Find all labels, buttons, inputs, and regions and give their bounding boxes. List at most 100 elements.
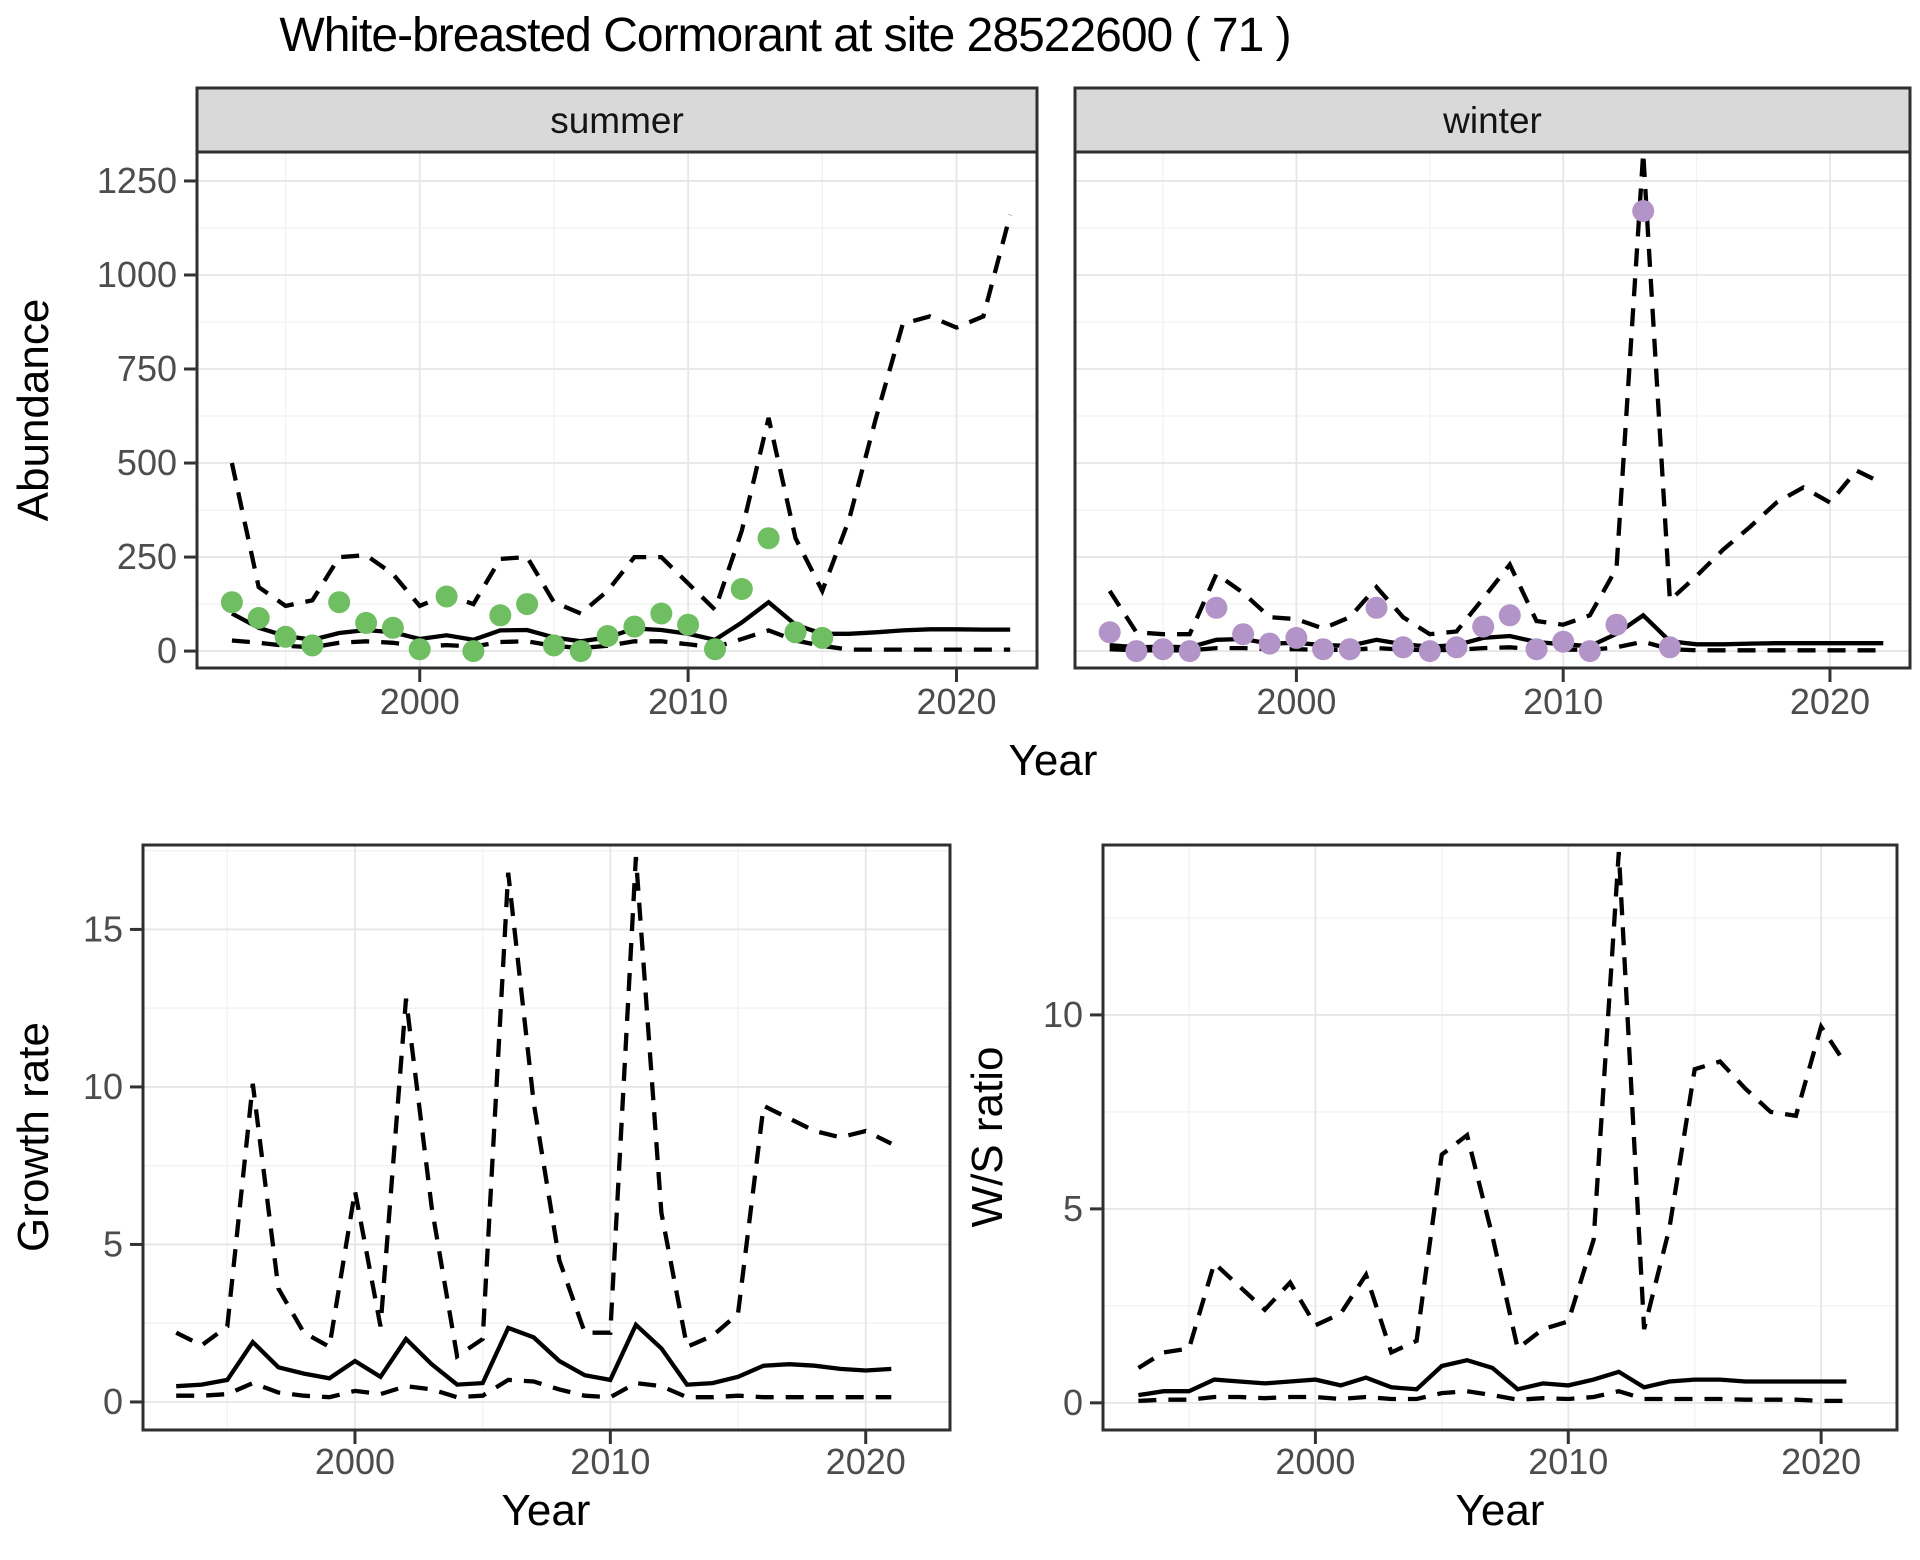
- abundance-summer-observation-point: [811, 626, 834, 649]
- y-tick-label: 500: [117, 442, 177, 483]
- x-tick-label: 2000: [380, 681, 460, 722]
- x-tick-label: 2020: [1781, 1441, 1861, 1482]
- y-tick-label: 0: [1063, 1382, 1083, 1423]
- panel-ws-ratio: 2000 2010 2020 0 5 10: [1043, 843, 1899, 1482]
- abundance-summer-observation-point: [462, 640, 485, 663]
- abundance-summer-observation-point: [677, 613, 700, 636]
- panel-background: [1103, 845, 1897, 1430]
- abundance-winter-observation-point: [1605, 613, 1628, 636]
- abundance-winter-observation-point: [1578, 640, 1601, 663]
- abundance-winter-observation-point: [1392, 636, 1415, 659]
- panel-background: [143, 845, 950, 1430]
- chart-title: White-breasted Cormorant at site 2852260…: [279, 9, 1291, 62]
- y-tick-label: 1250: [97, 160, 177, 201]
- y-axis-title-growth-rate: Growth rate: [9, 1022, 58, 1252]
- ws-ratio-upper-credible-line: [1137, 851, 1849, 1370]
- facet-strip: [1073, 86, 1912, 154]
- panel-abundance-winter: 2000 2010 2020 winter: [1073, 86, 1912, 722]
- x-tick-label: 2010: [1523, 681, 1603, 722]
- x-axis-title-year-top: Year: [1009, 736, 1098, 785]
- abundance-winter-upper-credible-line: [1107, 152, 1885, 637]
- facet-strip-label-winter: winter: [1442, 100, 1542, 141]
- abundance-summer-observation-point: [623, 615, 646, 638]
- abundance-winter-observation-point: [1178, 640, 1201, 663]
- panel-abundance-summer: 2000 2010 2020 0 250 500 750 1000 1250 summer: [97, 86, 1039, 722]
- abundance-winter-observation-point: [1472, 615, 1495, 638]
- abundance-winter-observation-point: [1098, 621, 1121, 644]
- facet-strip: [195, 86, 1039, 154]
- abundance-summer-observation-point: [784, 621, 807, 644]
- y-axis-title-ws-ratio: W/S ratio: [963, 1047, 1012, 1228]
- abundance-winter-observation-point: [1125, 640, 1148, 663]
- panel-growth-rate: 2000 2010 2020 0 5 10 15: [83, 843, 952, 1482]
- panel-background: [197, 152, 1037, 668]
- x-tick-label: 2000: [1256, 681, 1336, 722]
- abundance-summer-observation-point: [274, 625, 297, 648]
- x-tick-label: 2020: [826, 1441, 906, 1482]
- abundance-winter-observation-point: [1365, 596, 1388, 619]
- panel-border: [141, 843, 952, 1432]
- x-tick-label: 2000: [1275, 1441, 1355, 1482]
- x-tick-label: 2000: [315, 1441, 395, 1482]
- abundance-winter-observation-point: [1338, 638, 1361, 661]
- y-tick-label: 0: [157, 630, 177, 671]
- abundance-winter-observation-point: [1152, 638, 1174, 661]
- y-tick-label: 15: [83, 908, 123, 949]
- abundance-winter-observation-point: [1498, 604, 1521, 627]
- growth-rate-median-line: [176, 1321, 892, 1389]
- abundance-winter-observation-point: [1258, 632, 1281, 655]
- x-tick-label: 2020: [916, 681, 996, 722]
- abundance-winter-observation-point: [1445, 636, 1468, 659]
- x-axis-title-year-growth: Year: [502, 1486, 591, 1535]
- abundance-winter-observation-point: [1525, 638, 1548, 661]
- abundance-summer-observation-point: [301, 634, 324, 657]
- abundance-summer-observation-point: [328, 591, 351, 614]
- abundance-summer-observation-point: [381, 616, 404, 639]
- x-tick-label: 2010: [570, 1441, 650, 1482]
- abundance-winter-observation-point: [1312, 638, 1335, 661]
- abundance-summer-observation-point: [489, 604, 512, 627]
- y-tick-label: 1000: [97, 254, 177, 295]
- panel-background: [1075, 152, 1910, 668]
- abundance-summer-observation-point: [355, 611, 378, 634]
- y-tick-label: 750: [117, 348, 177, 389]
- abundance-summer-observation-point: [757, 527, 780, 550]
- abundance-summer-lower-credible-line: [231, 628, 1011, 652]
- abundance-winter-observation-point: [1632, 200, 1655, 222]
- x-tick-label: 2010: [648, 681, 728, 722]
- ws-ratio-median-line: [1138, 1357, 1847, 1398]
- abundance-winter-observation-point: [1658, 636, 1681, 659]
- abundance-summer-observation-point: [730, 578, 753, 600]
- abundance-winter-lower-credible-line: [1109, 639, 1884, 653]
- x-tick-label: 2010: [1528, 1441, 1608, 1482]
- y-tick-label: 0: [103, 1381, 123, 1422]
- abundance-winter-observation-point: [1418, 640, 1441, 663]
- x-axis-title-year-ws: Year: [1456, 1486, 1545, 1535]
- x-tick-label: 2020: [1790, 681, 1870, 722]
- y-tick-label: 10: [83, 1066, 123, 1107]
- y-axis-title-abundance: Abundance: [9, 299, 58, 522]
- y-tick-label: 10: [1043, 994, 1083, 1035]
- abundance-summer-observation-point: [542, 634, 565, 657]
- growth-rate-upper-credible-line: [175, 856, 893, 1360]
- abundance-summer-observation-point: [408, 638, 431, 661]
- abundance-summer-observation-point: [569, 640, 592, 663]
- abundance-summer-observation-point: [435, 585, 458, 608]
- y-tick-label: 5: [1063, 1188, 1083, 1229]
- abundance-summer-upper-credible-line: [229, 214, 1013, 616]
- abundance-winter-observation-point: [1205, 596, 1228, 619]
- growth-rate-lower-credible-line: [176, 1377, 892, 1400]
- facet-strip-label-summer: summer: [550, 100, 684, 141]
- abundance-summer-observation-point: [704, 638, 726, 661]
- y-tick-label: 250: [117, 536, 177, 577]
- abundance-summer-observation-point: [247, 607, 270, 629]
- abundance-summer-observation-point: [650, 602, 673, 625]
- y-tick-label: 5: [103, 1223, 123, 1264]
- abundance-winter-observation-point: [1285, 626, 1308, 649]
- abundance-summer-observation-point: [220, 591, 243, 614]
- abundance-summer-observation-point: [516, 593, 539, 616]
- abundance-winter-observation-point: [1232, 623, 1255, 646]
- panel-border: [1101, 843, 1899, 1432]
